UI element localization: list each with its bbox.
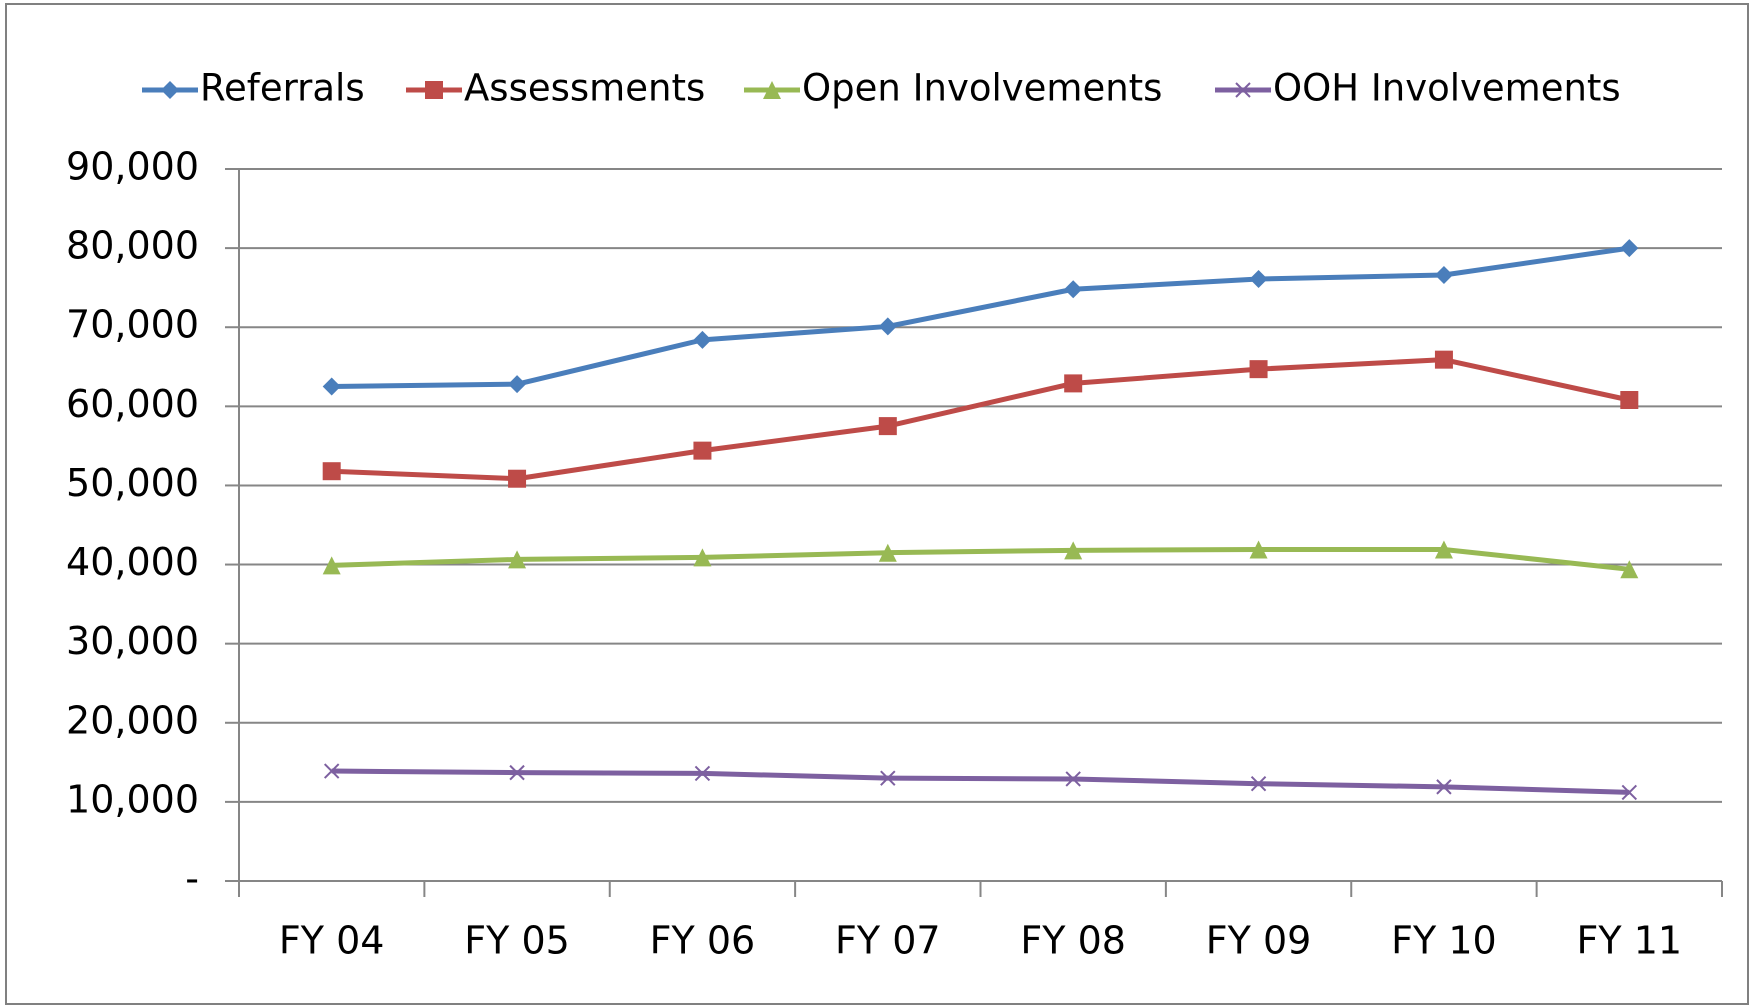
marker [323,763,340,779]
legend-marker [425,81,443,99]
marker [693,441,712,460]
marker [508,550,527,569]
legend-marker [161,81,179,99]
marker [1434,266,1453,285]
marker [1621,784,1638,801]
x-tick-label: FY 09 [1206,919,1312,963]
x-tick-label: FY 06 [650,919,756,963]
legend-item: OOH Involvements [1215,67,1621,110]
marker [1249,360,1268,379]
marker [1249,269,1268,288]
y-tick-label: 60,000 [66,382,199,426]
marker [1620,391,1639,410]
marker [322,377,341,396]
legend-label: OOH Involvements [1273,67,1621,110]
legend-label: Referrals [200,67,365,110]
legend-item: Assessments [406,67,705,110]
marker [1436,779,1452,795]
x-tick-label: FY 07 [835,919,941,963]
x-tick-label: FY 04 [279,919,385,963]
marker [1064,280,1083,299]
marker [693,548,712,567]
marker [880,770,896,786]
marker [322,556,341,575]
series-line [331,768,1630,795]
y-tick-label: 10,000 [66,777,199,821]
marker [878,543,897,562]
y-tick-label: 70,000 [66,303,199,347]
x-tick-label: FY 05 [464,919,570,963]
legend-item: Referrals [142,67,365,110]
y-tick-label: 90,000 [66,145,199,189]
y-tick-label: 40,000 [66,540,199,584]
x-tick-label: FY 11 [1577,919,1683,963]
legend-item: Open Involvements [744,67,1162,110]
series [322,540,1639,579]
marker [1250,775,1267,792]
marker [878,417,897,436]
y-tick-label: 20,000 [66,698,199,742]
legend-marker [763,81,781,99]
series [322,350,1639,488]
x-tick-label: FY 08 [1020,919,1126,963]
series-line [331,245,1630,390]
marker [509,764,525,781]
legend-label: Assessments [464,67,705,110]
marker [694,765,711,782]
marker [322,462,341,481]
marker [508,375,527,394]
marker [878,317,897,336]
legend-label: Open Involvements [802,67,1162,110]
marker [508,469,527,488]
series [323,763,1638,801]
marker [693,330,712,349]
marker [1434,350,1453,369]
marker [1065,771,1081,787]
chart-border [5,3,1749,1005]
y-tick-label: 50,000 [66,461,199,505]
series [322,239,1639,396]
marker [1434,540,1453,559]
marker [1064,541,1083,560]
y-tick-label: 80,000 [66,224,199,268]
marker [1620,239,1639,258]
series-line [331,547,1630,572]
x-tick-label: FY 10 [1391,919,1497,963]
y-tick-label: - [185,857,199,901]
series-line [331,357,1630,482]
legend-marker [1235,82,1251,98]
marker [1620,560,1639,579]
marker [1064,374,1083,393]
y-tick-label: 30,000 [66,619,199,663]
marker [1249,540,1268,559]
